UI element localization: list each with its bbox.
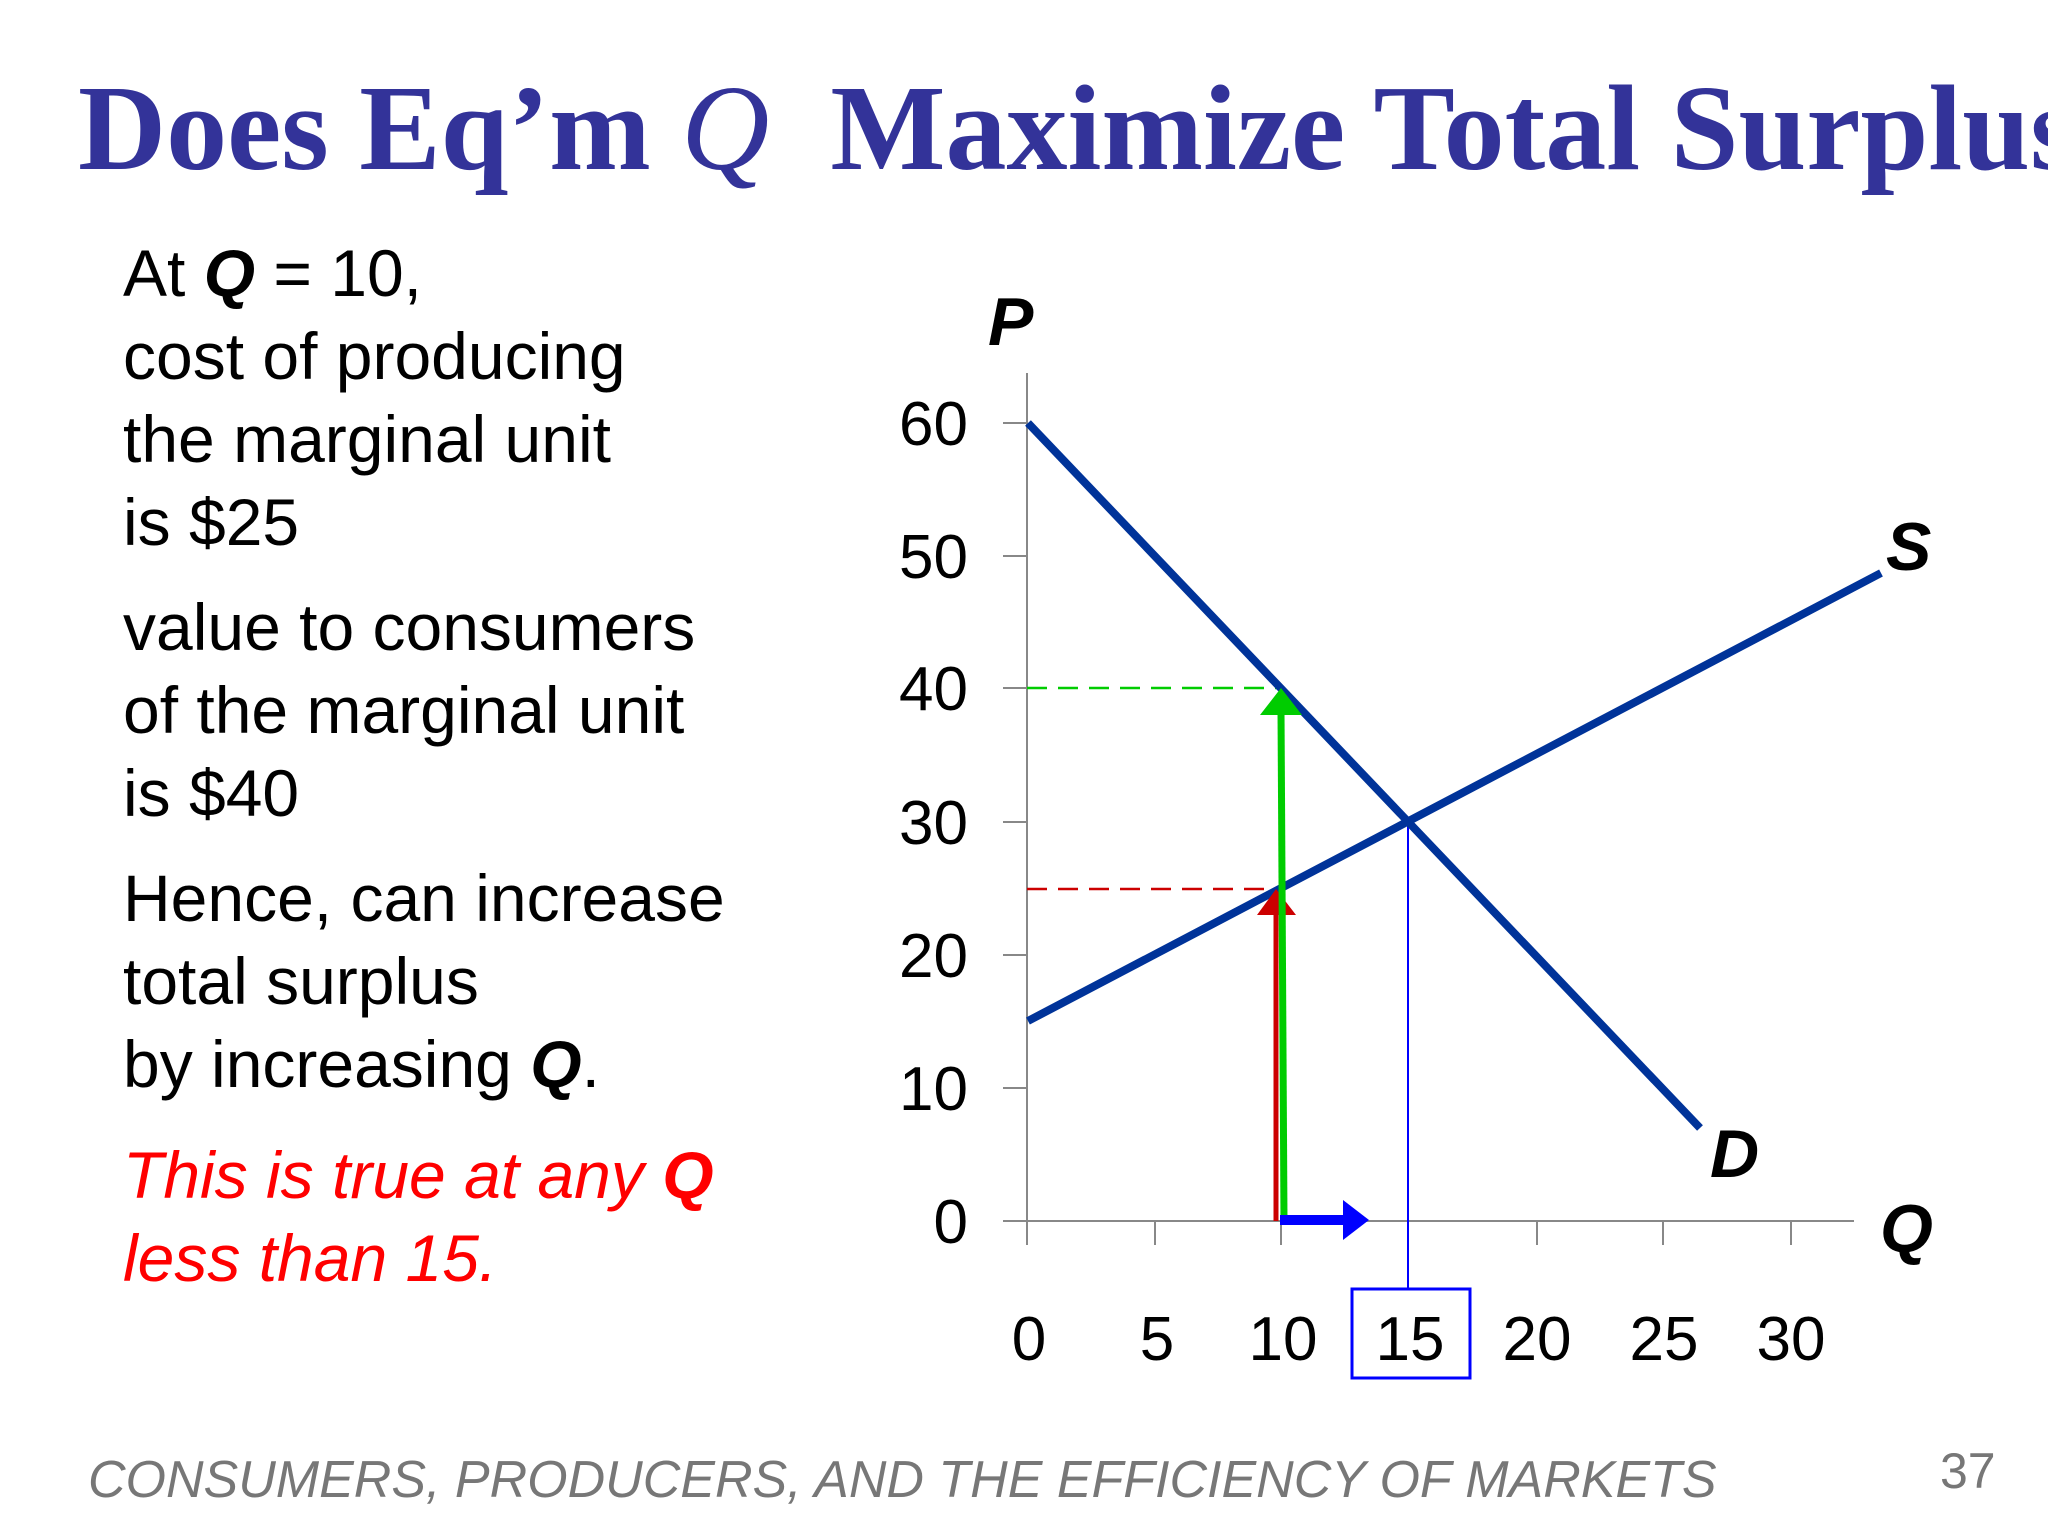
text-line: is $40 <box>123 756 300 830</box>
title-text-1: Does Eq’m <box>78 61 682 196</box>
paragraph-note: This is true at any Q less than 15. <box>123 1134 883 1300</box>
slide-footer: CONSUMERS, PRODUCERS, AND THE EFFICIENCY… <box>88 1451 1717 1509</box>
demand-label: D <box>1710 1116 1759 1192</box>
svg-text:50: 50 <box>899 523 968 592</box>
text-line: less than 15. <box>123 1221 498 1295</box>
demand-curve <box>1025 420 1703 1131</box>
svg-text:30: 30 <box>899 789 968 858</box>
paragraph-cost: At Q = 10, cost of producing the margina… <box>123 232 883 564</box>
svg-text:20: 20 <box>899 922 968 991</box>
text-fragment: = 10, <box>255 236 423 310</box>
text-line: is $25 <box>123 485 300 559</box>
x-axis-label: Q <box>1880 1191 1933 1267</box>
increase-q-arrow <box>1280 1215 1344 1225</box>
supply-curve <box>1026 569 1883 1025</box>
svg-text:30: 30 <box>1757 1305 1826 1374</box>
text-line: of the marginal unit <box>123 673 685 747</box>
y-tick-labels: 60 50 40 30 20 10 0 <box>899 390 968 1257</box>
x-ticks <box>1026 1221 1792 1245</box>
page-number: 37 <box>1940 1443 1996 1499</box>
paragraph-value: value to consumers of the marginal unit … <box>123 586 883 835</box>
text-fragment: This is true at any <box>123 1138 663 1212</box>
supply-label: S <box>1886 509 1931 585</box>
text-line: the marginal unit <box>123 402 611 476</box>
title-q-italic: Q <box>681 61 770 196</box>
svg-text:20: 20 <box>1503 1305 1572 1374</box>
text-line: value to consumers <box>123 590 696 664</box>
text-fragment: . <box>581 1027 600 1101</box>
text-line: Hence, can increase <box>123 861 725 935</box>
svg-text:5: 5 <box>1140 1305 1174 1374</box>
value-arrow <box>1277 709 1288 1222</box>
svg-text:0: 0 <box>934 1188 968 1257</box>
cost-arrowhead-icon <box>1257 889 1296 915</box>
text-line: cost of producing <box>123 319 626 393</box>
title-text-2: Maximize Total Surplus? <box>769 61 2048 196</box>
y-ticks <box>1003 422 1027 1089</box>
highlighted-tick-15: 15 <box>1376 1305 1445 1374</box>
increase-q-arrowhead-icon <box>1343 1200 1369 1240</box>
y-axis-label: P <box>988 284 1034 360</box>
slide-title: Does Eq’m Q Maximize Total Surplus? <box>78 61 2048 196</box>
q-bold: Q <box>203 236 256 310</box>
svg-text:25: 25 <box>1630 1305 1699 1374</box>
svg-text:0: 0 <box>1012 1305 1046 1374</box>
text-fragment: At <box>123 236 204 310</box>
q-bold: Q <box>530 1027 582 1101</box>
equilibrium-q-box <box>1350 1287 1472 1380</box>
explanation-text: At Q = 10, cost of producing the margina… <box>123 232 883 1322</box>
svg-text:40: 40 <box>899 655 968 724</box>
value-arrowhead-icon <box>1260 688 1302 715</box>
svg-text:60: 60 <box>899 390 968 459</box>
svg-text:10: 10 <box>1249 1305 1318 1374</box>
x-tick-labels: 0 5 10 15 20 25 30 <box>1012 1305 1826 1374</box>
paragraph-conclusion: Hence, can increase total surplus by inc… <box>123 857 883 1106</box>
text-line: total surplus <box>123 944 479 1018</box>
q-bold: Q <box>662 1138 714 1212</box>
svg-text:10: 10 <box>899 1055 968 1124</box>
text-fragment: by increasing <box>123 1027 531 1101</box>
